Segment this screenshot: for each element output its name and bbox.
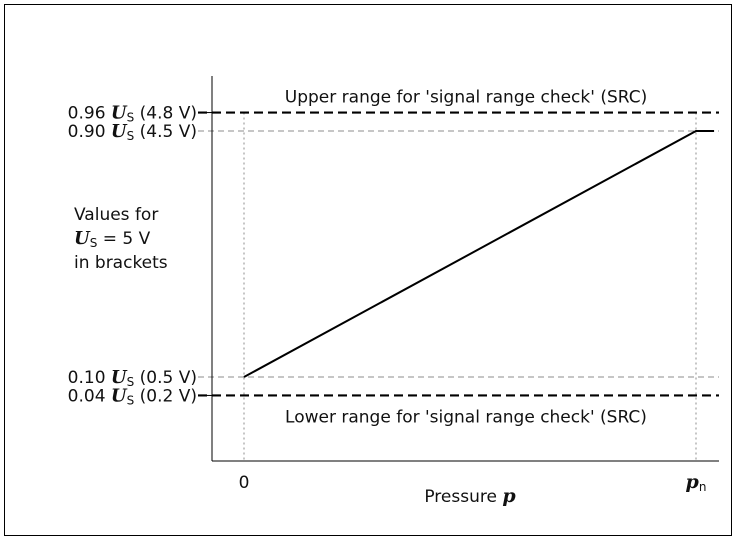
y-tick-label-2: 0.10 US (0.5 V) [68, 367, 197, 389]
x-axis-title: Pressure p [424, 485, 516, 507]
y-tick-label-0: 0.96 US (4.8 V) [68, 103, 197, 125]
y-tick-label-1: 0.90 US (4.5 V) [68, 121, 197, 143]
x-tick-label-0: 0 [239, 473, 250, 493]
src-threshold-label-0: Upper range for 'signal range check' (SR… [285, 88, 647, 108]
note-line-2: in brackets [74, 253, 168, 273]
note-line-1: US = 5 V [74, 228, 151, 250]
x-tick-label-1: pn [686, 471, 707, 494]
series-line-0 [243, 130, 715, 378]
figure-frame [4, 4, 732, 536]
src-threshold-label-1: Lower range for 'signal range check' (SR… [285, 407, 647, 427]
y-tick-label-3: 0.04 US (0.2 V) [68, 385, 197, 407]
note-line-0: Values for [74, 205, 158, 225]
